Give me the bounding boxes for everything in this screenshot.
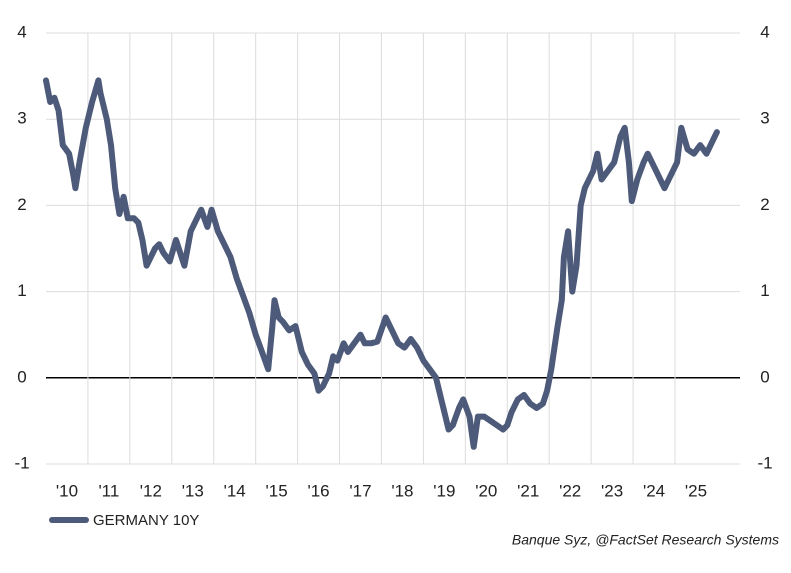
y2-tick-label: 2 — [760, 195, 769, 214]
y-tick-label: 4 — [17, 22, 26, 41]
y-tick-label: 2 — [17, 195, 26, 214]
x-tick-label: '23 — [601, 481, 623, 500]
x-tick-label: '17 — [349, 481, 371, 500]
x-tick-label: '16 — [307, 481, 329, 500]
y-tick-label: 1 — [17, 281, 26, 300]
x-tick-label: '20 — [475, 481, 497, 500]
y2-tick-label: 4 — [760, 22, 769, 41]
x-tick-label: '19 — [433, 481, 455, 500]
y-tick-label: -1 — [14, 453, 29, 472]
x-tick-label: '10 — [56, 481, 78, 500]
x-tick-label: '18 — [391, 481, 413, 500]
x-tick-label: '13 — [182, 481, 204, 500]
legend-label: GERMANY 10Y — [93, 512, 199, 529]
y2-tick-label: -1 — [757, 453, 772, 472]
x-tick-label: '15 — [266, 481, 288, 500]
source: Banque Syz, @FactSet Research Systems — [512, 532, 779, 548]
x-tick-label: '14 — [224, 481, 246, 500]
y2-tick-label: 1 — [760, 281, 769, 300]
x-tick-label: '11 — [98, 481, 119, 500]
x-tick-label: '25 — [685, 481, 707, 500]
x-tick-label: '21 — [517, 481, 539, 500]
y2-tick-label: 0 — [760, 367, 769, 386]
y2-tick-label: 3 — [760, 109, 769, 128]
y-tick-label: 3 — [17, 109, 26, 128]
x-tick-label: '22 — [559, 481, 581, 500]
x-tick-label: '24 — [643, 481, 665, 500]
line — [43, 77, 720, 450]
x-tick-label: '12 — [140, 481, 162, 500]
y-tick-label: 0 — [17, 367, 26, 386]
